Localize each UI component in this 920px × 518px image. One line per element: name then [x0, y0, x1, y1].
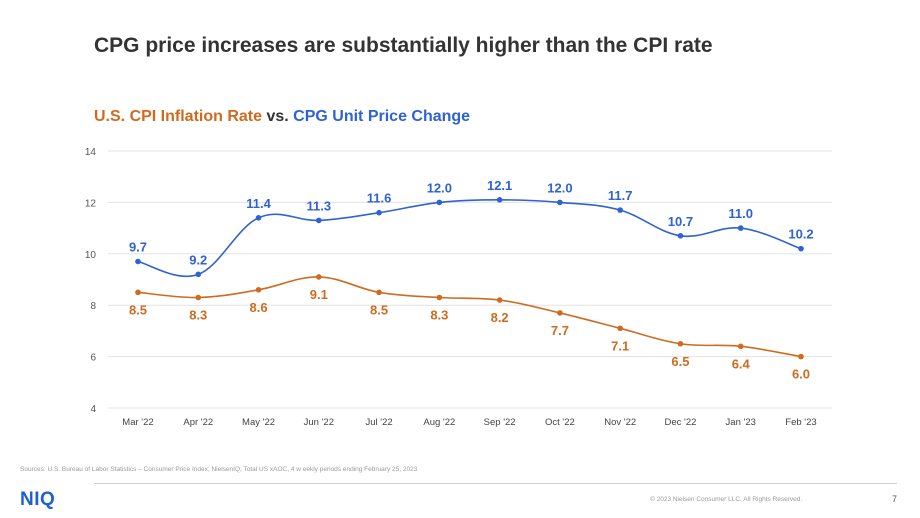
slide-title: CPG price increases are substantially hi…: [94, 34, 713, 57]
data-label-u-s-cpi-inflation-rate: 9.1: [310, 287, 328, 302]
x-tick-label: Apr '22: [183, 417, 213, 428]
data-point-cpg-unit-price-change: [195, 271, 202, 278]
data-point-cpg-unit-price-change: [436, 199, 443, 206]
data-point-u-s-cpi-inflation-rate: [617, 325, 623, 332]
data-point-cpg-unit-price-change: [496, 197, 503, 203]
chart-title-cpi: U.S. CPI Inflation Rate: [94, 108, 263, 125]
data-label-u-s-cpi-inflation-rate: 8.5: [370, 302, 388, 317]
data-point-cpg-unit-price-change: [617, 207, 623, 213]
data-label-u-s-cpi-inflation-rate: 8.3: [189, 307, 207, 322]
data-point-u-s-cpi-inflation-rate: [255, 286, 262, 293]
x-tick-label: Sep '22: [484, 417, 516, 428]
x-tick-label: May '22: [242, 417, 275, 428]
series-line-cpg-unit-price-change: [137, 199, 802, 277]
x-tick-label: Aug '22: [423, 417, 455, 428]
data-point-cpg-unit-price-change: [316, 217, 322, 224]
y-tick-label: 8: [90, 301, 96, 312]
data-point-u-s-cpi-inflation-rate: [737, 343, 744, 350]
data-point-cpg-unit-price-change: [376, 209, 382, 216]
x-tick-label: Dec '22: [664, 417, 696, 428]
data-label-u-s-cpi-inflation-rate: 7.7: [551, 323, 569, 338]
data-label-u-s-cpi-inflation-rate: 6.5: [671, 354, 689, 369]
data-point-u-s-cpi-inflation-rate: [195, 294, 202, 301]
data-label-cpg-unit-price-change: 10.2: [788, 227, 813, 242]
data-label-cpg-unit-price-change: 11.3: [307, 198, 332, 213]
y-tick-label: 14: [85, 147, 97, 158]
data-label-cpg-unit-price-change: 10.7: [668, 214, 693, 229]
data-label-u-s-cpi-inflation-rate: 7.1: [611, 338, 629, 353]
x-tick-label: Mar '22: [122, 417, 153, 428]
data-label-cpg-unit-price-change: 11.4: [246, 196, 271, 211]
x-tick-label: Jan '23: [726, 417, 756, 428]
page-number: 7: [892, 494, 898, 504]
data-point-u-s-cpi-inflation-rate: [798, 353, 804, 360]
data-label-cpg-unit-price-change: 12.0: [427, 180, 452, 195]
niq-logo: NIQ: [20, 489, 56, 510]
x-tick-label: Jun '22: [304, 417, 334, 428]
footer-divider: [94, 483, 897, 484]
data-label-cpg-unit-price-change: 12.1: [487, 178, 512, 193]
data-point-u-s-cpi-inflation-rate: [376, 289, 382, 296]
data-point-cpg-unit-price-change: [798, 245, 804, 252]
y-tick-label: 12: [85, 198, 97, 209]
data-point-u-s-cpi-inflation-rate: [436, 294, 443, 301]
x-tick-label: Oct '22: [545, 417, 575, 428]
data-label-cpg-unit-price-change: 11.0: [728, 206, 753, 221]
data-label-u-s-cpi-inflation-rate: 8.5: [129, 302, 147, 317]
y-tick-label: 4: [90, 404, 96, 415]
data-label-u-s-cpi-inflation-rate: 6.0: [792, 367, 810, 382]
data-point-u-s-cpi-inflation-rate: [135, 289, 141, 296]
data-label-cpg-unit-price-change: 11.6: [367, 191, 392, 206]
data-point-cpg-unit-price-change: [135, 258, 141, 265]
data-point-u-s-cpi-inflation-rate: [677, 340, 684, 347]
data-label-u-s-cpi-inflation-rate: 6.4: [732, 356, 751, 371]
x-tick-label: Nov '22: [604, 417, 636, 428]
chart-title-cpg: CPG Unit Price Change: [293, 108, 471, 125]
data-label-cpg-unit-price-change: 9.2: [189, 252, 207, 267]
data-label-u-s-cpi-inflation-rate: 8.2: [491, 310, 509, 325]
data-point-cpg-unit-price-change: [737, 225, 744, 231]
data-label-u-s-cpi-inflation-rate: 8.6: [250, 300, 268, 315]
data-point-u-s-cpi-inflation-rate: [496, 297, 503, 303]
data-point-u-s-cpi-inflation-rate: [316, 274, 322, 280]
chart-title: U.S. CPI Inflation Rate vs. CPG Unit Pri…: [94, 108, 470, 126]
source-note: Sources: U.S. Bureau of Labor Statistics…: [20, 466, 418, 473]
data-point-u-s-cpi-inflation-rate: [557, 310, 563, 316]
copyright-text: © 2023 Nielsen Consumer LLC. All Rights …: [650, 496, 803, 503]
data-label-cpg-unit-price-change: 9.7: [129, 240, 147, 255]
chart-title-vs: vs.: [262, 108, 294, 125]
x-tick-label: Jul '22: [366, 417, 393, 428]
data-point-cpg-unit-price-change: [557, 199, 563, 206]
data-label-cpg-unit-price-change: 12.0: [547, 180, 572, 195]
data-point-cpg-unit-price-change: [255, 215, 262, 221]
x-tick-label: Feb '23: [785, 417, 816, 428]
data-label-cpg-unit-price-change: 11.7: [608, 188, 633, 203]
series-line-u-s-cpi-inflation-rate: [137, 276, 802, 358]
data-point-cpg-unit-price-change: [677, 233, 684, 239]
y-tick-label: 10: [85, 250, 97, 261]
data-label-u-s-cpi-inflation-rate: 8.3: [430, 307, 448, 322]
y-tick-label: 6: [90, 353, 96, 364]
